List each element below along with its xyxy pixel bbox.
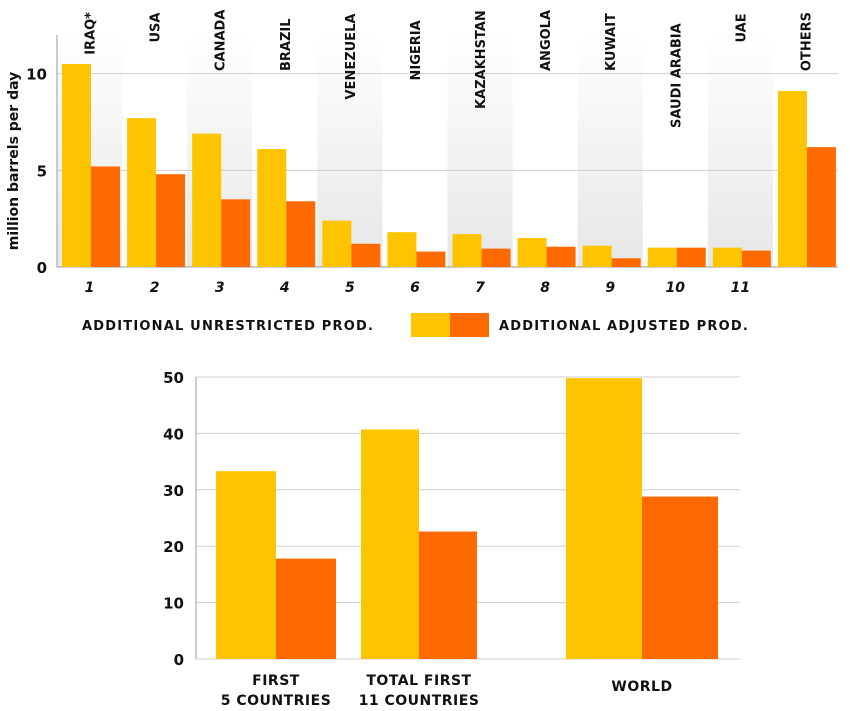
- y-tick-label: 10: [163, 595, 184, 613]
- bar-adjusted: [419, 531, 477, 659]
- x-tick-label: FIRST: [252, 673, 300, 689]
- bar-adjusted: [286, 201, 316, 267]
- bar-unrestricted: [647, 247, 677, 267]
- category-label: USA: [149, 13, 164, 43]
- bar-adjusted: [91, 166, 120, 267]
- bar-unrestricted: [582, 245, 612, 267]
- category-label: NIGERIA: [409, 20, 424, 80]
- category-label: OTHERS: [799, 12, 814, 71]
- x-tick-label: WORLD: [611, 679, 672, 695]
- x-tick-label: 8: [540, 280, 550, 296]
- y-tick-label: 30: [163, 482, 184, 500]
- bar-unrestricted: [257, 149, 287, 267]
- bar-unrestricted: [127, 118, 157, 267]
- x-tick-label: 2: [150, 280, 160, 296]
- bar-unrestricted: [387, 232, 417, 267]
- bar-unrestricted: [192, 133, 222, 267]
- x-tick-label: 6: [410, 280, 420, 296]
- y-tick-label: 5: [37, 162, 47, 180]
- bar-unrestricted: [517, 238, 547, 267]
- bar-unrestricted: [566, 378, 642, 659]
- bar-adjusted: [806, 147, 836, 267]
- bar-adjusted: [741, 250, 771, 267]
- x-tick-label: 5 COUNTRIES: [221, 693, 332, 709]
- bar-adjusted: [416, 251, 446, 267]
- bar-adjusted: [642, 496, 718, 659]
- category-label: SAUDI ARABIA: [669, 23, 684, 128]
- bar-unrestricted: [712, 247, 742, 267]
- legend-label-adjusted: ADDITIONAL ADJUSTED PROD.: [499, 319, 749, 334]
- y-tick-label: 20: [163, 538, 184, 556]
- bar-adjusted: [611, 258, 641, 267]
- x-tick-label: 1: [85, 280, 95, 296]
- y-tick-label: 0: [174, 651, 184, 669]
- band: [707, 35, 773, 267]
- category-label: BRAZIL: [279, 18, 294, 71]
- y-tick-label: 50: [163, 369, 184, 387]
- bar-unrestricted: [452, 234, 482, 267]
- bar-unrestricted: [777, 91, 807, 267]
- bar-adjusted: [156, 174, 186, 267]
- category-label: KAZAKHSTAN: [474, 10, 489, 109]
- bar-adjusted: [481, 248, 511, 267]
- x-tick-label: 11 COUNTRIES: [359, 693, 480, 709]
- bar-unrestricted: [216, 471, 276, 659]
- x-tick-label: 9: [605, 280, 615, 296]
- category-label: KUWAIT: [604, 13, 619, 71]
- bar-adjusted: [676, 247, 706, 267]
- bar-adjusted: [546, 246, 576, 267]
- y-tick-label: 40: [163, 425, 184, 443]
- y-tick-label: 0: [37, 259, 47, 277]
- legend-swatch-unrestricted: [411, 313, 450, 337]
- x-tick-label: 5: [345, 280, 355, 296]
- bar-adjusted: [276, 558, 336, 659]
- category-label: ANGOLA: [539, 10, 554, 71]
- bar-adjusted: [221, 199, 251, 267]
- x-tick-label: 11: [731, 280, 750, 296]
- bar-unrestricted: [322, 220, 352, 267]
- x-tick-label: 10: [666, 280, 686, 296]
- y-tick-label: 10: [26, 66, 47, 84]
- x-tick-label: 7: [475, 280, 485, 296]
- legend-label-unrestricted: ADDITIONAL UNRESTRICTED PROD.: [82, 319, 374, 334]
- y-axis-label: million barrels per day: [6, 72, 22, 250]
- x-tick-label: 4: [279, 280, 290, 296]
- category-label: VENEZUELA: [344, 14, 359, 100]
- x-tick-label: TOTAL FIRST: [366, 673, 471, 689]
- bottom-chart: 0 10 20 30 40 50 FIRST 5 COUNTRIES TOTAL FIRST 11…: [163, 369, 740, 709]
- x-tick-label: 3: [215, 280, 225, 296]
- legend: ADDITIONAL UNRESTRICTED PROD. ADDITIONAL …: [82, 313, 749, 337]
- bar-unrestricted: [62, 64, 91, 267]
- category-label: IRAQ*: [84, 12, 99, 55]
- category-label: UAE: [734, 13, 749, 42]
- legend-swatch-adjusted: [450, 313, 489, 337]
- bar-adjusted: [351, 243, 381, 267]
- bar-unrestricted: [361, 429, 419, 659]
- category-label: CANADA: [214, 10, 229, 71]
